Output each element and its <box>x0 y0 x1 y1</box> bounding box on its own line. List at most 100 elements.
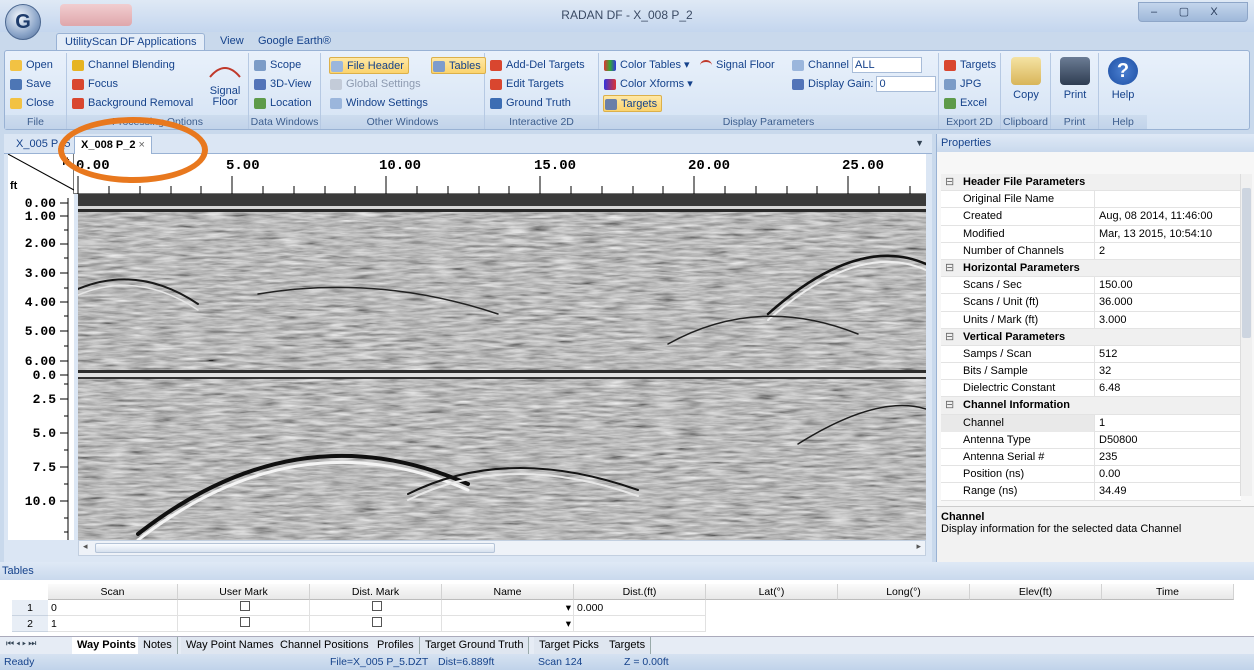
sheet-tab-targets[interactable]: Targets <box>604 637 652 654</box>
property-row[interactable]: Original File Name <box>941 191 1241 209</box>
3d-view-button[interactable]: 3D-View <box>253 76 311 93</box>
global-settings-button[interactable]: Global Settings <box>329 76 421 93</box>
maximize-button[interactable]: ▢ <box>1178 6 1190 18</box>
column-header[interactable]: Elev(ft) <box>970 584 1102 600</box>
scan-cell[interactable]: 0 <box>48 600 178 616</box>
property-value[interactable]: 34.49 <box>1099 485 1127 498</box>
close-window-button[interactable]: X <box>1210 6 1218 18</box>
horizontal-scrollbar[interactable]: ◂ ▸ <box>78 540 926 556</box>
column-header[interactable]: Time <box>1102 584 1234 600</box>
property-row[interactable]: Modified Mar, 13 2015, 10:54:10 <box>941 225 1241 243</box>
file-header-button[interactable]: File Header <box>329 57 409 74</box>
property-row[interactable]: Antenna Serial # 235 <box>941 449 1241 467</box>
property-row[interactable]: Created Aug, 08 2014, 11:46:00 <box>941 208 1241 226</box>
doc-tab-x008[interactable]: X_008 P_2 × <box>74 136 152 154</box>
color-xforms-button[interactable]: Color Xforms ▾ <box>603 76 693 93</box>
property-row[interactable]: Scans / Unit (ft) 36.000 <box>941 294 1241 312</box>
property-value[interactable]: 2 <box>1099 244 1106 257</box>
property-value[interactable]: 150.00 <box>1099 279 1133 292</box>
property-category[interactable]: Channel Information <box>941 397 1241 415</box>
property-row[interactable]: Samps / Scan 512 <box>941 345 1241 364</box>
copy-button[interactable]: Copy <box>1006 57 1046 101</box>
dist-cell[interactable] <box>574 616 706 632</box>
tab-utilityscan[interactable]: UtilityScan DF Applications <box>56 33 206 50</box>
property-row[interactable]: Number of Channels 2 <box>941 242 1241 260</box>
name-dropdown[interactable]: ▾ <box>442 600 574 616</box>
signal-floor-big-button[interactable]: Signal Floor <box>203 57 247 108</box>
property-value[interactable]: 32 <box>1099 365 1112 378</box>
row-number[interactable]: 1 <box>12 600 48 616</box>
properties-scrollbar[interactable] <box>1240 174 1252 496</box>
sheet-nav-arrows-icon[interactable]: ⏮◂▸⏭ <box>6 638 39 648</box>
export-targets-button[interactable]: Targets <box>943 57 996 74</box>
save-button[interactable]: Save <box>9 76 51 93</box>
column-header[interactable]: Dist.(ft) <box>574 584 706 600</box>
location-button[interactable]: Location <box>253 95 312 112</box>
dist-mark-checkbox[interactable] <box>372 601 382 611</box>
waypoints-table[interactable]: Scan User Mark Dist. Mark Name Dist.(ft)… <box>12 584 1240 640</box>
quick-access-toolbar[interactable] <box>60 4 132 26</box>
channel-dropdown[interactable]: ALL <box>852 57 923 73</box>
property-value[interactable]: 36.000 <box>1099 296 1133 309</box>
property-value[interactable]: 3.000 <box>1099 313 1127 326</box>
name-dropdown[interactable]: ▾ <box>442 616 574 632</box>
scroll-left-icon[interactable]: ◂ <box>83 541 88 551</box>
column-header[interactable]: Lat(°) <box>706 584 838 600</box>
column-header[interactable]: Long(°) <box>838 584 970 600</box>
targets-display-button[interactable]: Targets <box>603 95 663 112</box>
column-header[interactable]: User Mark <box>178 584 310 600</box>
sheet-tab-notes[interactable]: Notes <box>138 637 178 654</box>
property-row[interactable]: Antenna Type D50800 <box>941 431 1241 449</box>
user-mark-checkbox[interactable] <box>240 601 250 611</box>
column-header[interactable]: Scan <box>48 584 178 600</box>
ground-truth-button[interactable]: Ground Truth <box>489 95 571 112</box>
display-gain-control[interactable]: Display Gain: 0 <box>791 76 937 93</box>
open-button[interactable]: Open <box>9 57 53 74</box>
print-button[interactable]: Print <box>1055 57 1095 101</box>
property-value[interactable]: D50800 <box>1099 433 1138 446</box>
background-removal-button[interactable]: Background Removal <box>71 95 193 112</box>
dist-mark-checkbox[interactable] <box>372 617 382 627</box>
property-row[interactable]: Units / Mark (ft) 3.000 <box>941 311 1241 329</box>
scroll-right-icon[interactable]: ▸ <box>916 541 921 551</box>
sheet-tab-way-points[interactable]: Way Points <box>72 637 142 654</box>
channel-selector[interactable]: Channel ALL <box>791 57 923 74</box>
property-row[interactable]: Dielectric Constant 6.48 <box>941 380 1241 398</box>
property-row[interactable]: Scans / Sec 150.00 <box>941 277 1241 295</box>
sheet-tab-profiles[interactable]: Profiles <box>372 637 420 654</box>
radargram-view[interactable] <box>78 194 926 540</box>
property-category[interactable]: Header File Parameters <box>941 174 1241 192</box>
scan-cell[interactable]: 1 <box>48 616 178 632</box>
signal-floor-button[interactable]: Signal Floor <box>699 57 775 74</box>
property-row[interactable]: Channel 1 <box>941 414 1241 432</box>
property-value[interactable]: 0.00 <box>1099 468 1121 481</box>
add-del-targets-button[interactable]: Add-Del Targets <box>489 57 585 74</box>
help-button[interactable]: ? Help <box>1103 57 1143 101</box>
tables-button[interactable]: Tables <box>431 57 486 74</box>
property-value[interactable]: 6.48 <box>1099 382 1121 395</box>
property-value[interactable]: 512 <box>1099 347 1118 360</box>
property-row[interactable]: Position (ns) 0.00 <box>941 466 1241 484</box>
property-category[interactable]: Vertical Parameters <box>941 328 1241 346</box>
scope-button[interactable]: Scope <box>253 57 301 74</box>
edit-targets-button[interactable]: Edit Targets <box>489 76 564 93</box>
minimize-button[interactable]: – <box>1150 6 1158 18</box>
property-category[interactable]: Horizontal Parameters <box>941 259 1241 278</box>
property-value[interactable]: Aug, 08 2014, 11:46:00 <box>1099 210 1213 223</box>
focus-button[interactable]: Focus <box>71 76 118 93</box>
user-mark-checkbox[interactable] <box>240 617 250 627</box>
tab-list-dropdown-icon[interactable]: ▼ <box>915 138 924 148</box>
color-tables-button[interactable]: Color Tables ▾ <box>603 57 690 74</box>
channel-blending-button[interactable]: Channel Blending <box>71 57 175 74</box>
tab-view[interactable]: View <box>220 35 244 47</box>
display-gain-input[interactable]: 0 <box>876 76 937 92</box>
window-settings-button[interactable]: Window Settings <box>329 95 428 112</box>
export-excel-button[interactable]: Excel <box>943 95 987 112</box>
doc-tab-x005[interactable]: X_005 P_5 <box>16 138 71 150</box>
sheet-tab-way-point-names[interactable]: Way Point Names <box>181 637 280 654</box>
close-tab-icon[interactable]: × <box>138 139 145 151</box>
scrollbar-thumb[interactable] <box>95 543 495 553</box>
column-header[interactable]: Dist. Mark <box>310 584 442 600</box>
tab-google-earth[interactable]: Google Earth® <box>258 35 331 47</box>
